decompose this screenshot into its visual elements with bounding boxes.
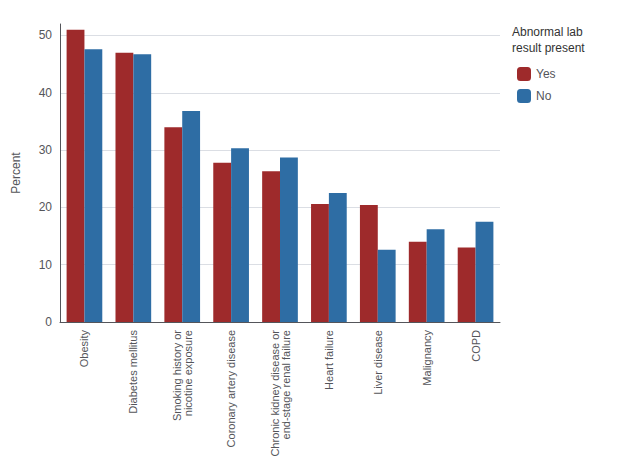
svg-text:Chronic kidney disease or: Chronic kidney disease or (268, 330, 281, 457)
svg-text:Smoking history or: Smoking history or (170, 330, 183, 422)
svg-text:50: 50 (39, 28, 53, 42)
svg-text:Obesity: Obesity (78, 330, 90, 368)
svg-text:40: 40 (39, 86, 53, 100)
svg-text:Diabetes mellitus: Diabetes mellitus (127, 330, 139, 414)
svg-text:COPD: COPD (470, 330, 482, 362)
svg-text:Abnormal lab: Abnormal lab (512, 25, 583, 39)
svg-text:Coronary artery disease: Coronary artery disease (225, 330, 237, 447)
svg-text:Heart failure: Heart failure (323, 330, 335, 390)
svg-text:Percent: Percent (9, 152, 23, 194)
svg-text:No: No (536, 89, 552, 103)
svg-text:end-stage renal failure: end-stage renal failure (280, 330, 292, 439)
svg-text:Liver disease: Liver disease (372, 330, 384, 395)
svg-text:30: 30 (39, 143, 53, 157)
svg-text:Yes: Yes (536, 67, 556, 81)
svg-text:nicotine exposure: nicotine exposure (182, 330, 194, 416)
svg-text:result present: result present (512, 41, 585, 55)
svg-text:10: 10 (39, 258, 53, 272)
svg-text:20: 20 (39, 200, 53, 214)
svg-text:Malignancy: Malignancy (421, 330, 433, 386)
svg-text:0: 0 (45, 315, 52, 329)
